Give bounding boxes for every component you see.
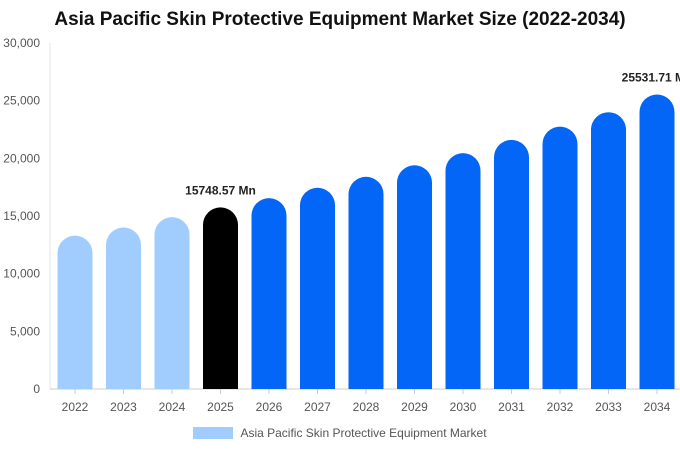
y-tick-label: 30,000 (3, 36, 40, 50)
x-tick-label: 2029 (401, 400, 428, 414)
bar-2033[interactable] (591, 112, 626, 389)
y-tick-label: 15,000 (3, 209, 40, 223)
x-tick-label: 2034 (644, 400, 671, 414)
bar-2028[interactable] (348, 176, 384, 389)
bar-2025[interactable] (203, 207, 238, 389)
bar-2024[interactable] (154, 217, 190, 389)
bar-2029[interactable] (397, 165, 432, 389)
x-tick-label: 2033 (595, 400, 622, 414)
x-axis: 2022 2023 2024 2025 2026 2027 2028 2029 2030 2031… (50, 388, 680, 414)
x-tick-label: 2032 (547, 400, 574, 414)
y-tick-label: 0 (33, 382, 40, 396)
data-label-2025: 15748.57 Mn (185, 183, 256, 197)
y-tick-label: 25,000 (3, 94, 40, 108)
bar-2026[interactable] (251, 198, 287, 389)
x-tick-label: 2024 (159, 400, 186, 414)
data-label-2034: 25531.71 Mn (622, 71, 680, 85)
bar-2027[interactable] (300, 187, 335, 389)
legend-label: Asia Pacific Skin Protective Equipment M… (240, 426, 487, 440)
bar-2032[interactable] (542, 126, 578, 389)
x-tick-label: 2027 (304, 400, 331, 414)
data-labels: 15748.57 Mn 25531.71 Mn (185, 71, 680, 198)
y-tick-label: 10,000 (3, 267, 40, 281)
bar-2031[interactable] (494, 139, 529, 389)
legend-swatch (193, 427, 234, 439)
legend[interactable]: Asia Pacific Skin Protective Equipment M… (0, 426, 680, 440)
chart-title: Asia Pacific Skin Protective Equipment M… (54, 9, 626, 30)
x-tick-label: 2023 (110, 400, 137, 414)
x-tick-label: 2025 (207, 400, 234, 414)
y-tick-label: 20,000 (3, 151, 40, 165)
bar-2022[interactable] (57, 235, 93, 389)
x-tick-label: 2022 (62, 400, 89, 414)
x-tick-label: 2026 (256, 400, 283, 414)
bars (57, 94, 675, 390)
bar-2034[interactable] (639, 94, 675, 390)
x-tick-label: 2031 (498, 400, 525, 414)
y-tick-label: 5,000 (10, 324, 40, 338)
x-tick-label: 2030 (450, 400, 477, 414)
x-tick-label: 2028 (353, 400, 380, 414)
bar-2023[interactable] (106, 227, 141, 389)
bar-2030[interactable] (445, 153, 481, 389)
y-axis: 0 5,000 10,000 15,000 20,000 25,000 30,000 (3, 36, 51, 396)
